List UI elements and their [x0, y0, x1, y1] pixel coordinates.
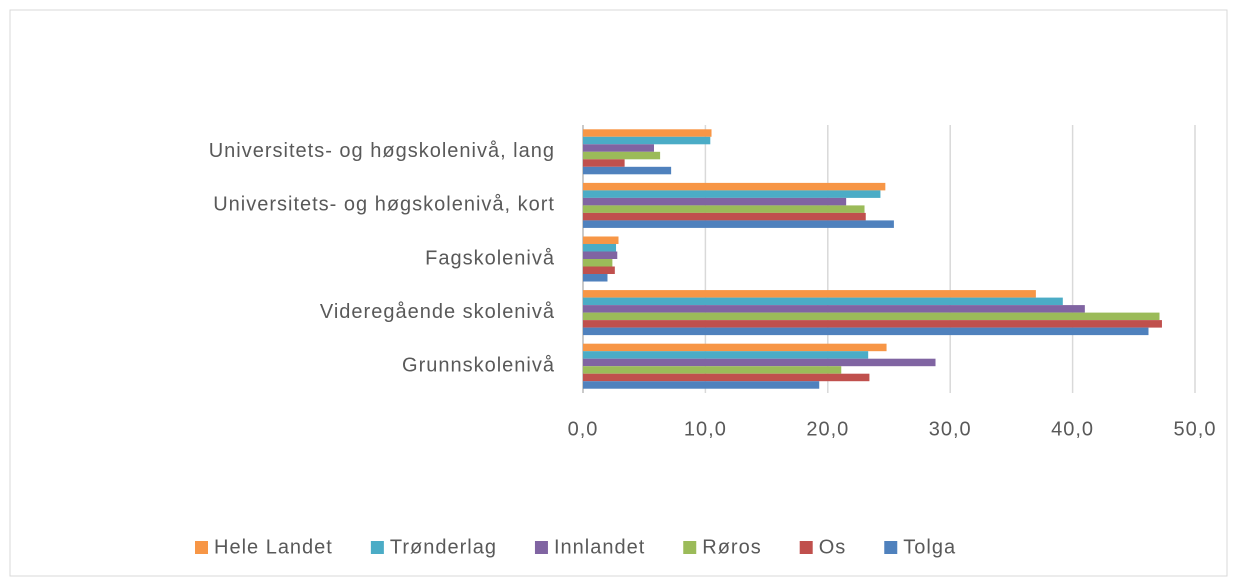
- bar: [583, 320, 1162, 328]
- legend-swatch: [799, 541, 813, 554]
- legend-label: Os: [819, 536, 847, 558]
- bar: [583, 166, 672, 175]
- bar: [583, 251, 618, 259]
- bar: [583, 205, 865, 213]
- bar: [583, 297, 1063, 306]
- bar: [583, 373, 870, 382]
- legend-label: Tolga: [903, 536, 956, 558]
- bar: [583, 190, 881, 198]
- bar: [583, 366, 842, 374]
- bar: [583, 358, 936, 367]
- bar: [583, 144, 654, 152]
- legend-swatch: [195, 541, 208, 554]
- bar: [583, 220, 894, 228]
- legend-swatch: [884, 541, 898, 554]
- y-tick-label: Universitets- og høgskolenivå, kort: [213, 194, 555, 216]
- bar: [583, 129, 712, 137]
- bar: [583, 259, 613, 267]
- y-tick-label: Fagskolenivå: [425, 247, 555, 269]
- bar: [583, 290, 1036, 298]
- x-tick-label: 20,0: [806, 418, 849, 440]
- bar: [583, 343, 887, 352]
- bar: [583, 274, 608, 282]
- bar: [583, 381, 820, 389]
- bar: [583, 351, 869, 359]
- legend-label: Hele Landet: [214, 536, 333, 558]
- legend-label: Trønderlag: [390, 536, 497, 558]
- bar: [583, 159, 625, 167]
- x-tick-label: 30,0: [929, 418, 972, 440]
- bar: [583, 182, 886, 191]
- bar: [583, 236, 619, 244]
- bar: [583, 151, 661, 160]
- bar: [583, 305, 1085, 313]
- legend-label: Røros: [702, 536, 761, 558]
- y-tick-label: Universitets- og høgskolenivå, lang: [209, 140, 555, 162]
- bar: [583, 312, 1160, 321]
- legend-swatch: [370, 541, 384, 554]
- bar: [583, 266, 615, 275]
- legend-label: Innlandet: [554, 536, 645, 558]
- bar: [583, 197, 847, 206]
- y-tick-label: Grunnskolenivå: [402, 354, 555, 376]
- legend-swatch: [534, 541, 548, 554]
- legend-swatch: [683, 541, 697, 554]
- x-tick-label: 10,0: [684, 418, 727, 440]
- bar: [583, 243, 617, 252]
- x-tick-label: 50,0: [1174, 418, 1217, 440]
- x-tick-label: 40,0: [1051, 418, 1094, 440]
- bar: [583, 327, 1149, 336]
- y-tick-label: Videregående skolenivå: [320, 301, 555, 323]
- bar: [583, 212, 866, 221]
- x-tick-label: 0,0: [568, 418, 599, 440]
- bar: [583, 136, 711, 145]
